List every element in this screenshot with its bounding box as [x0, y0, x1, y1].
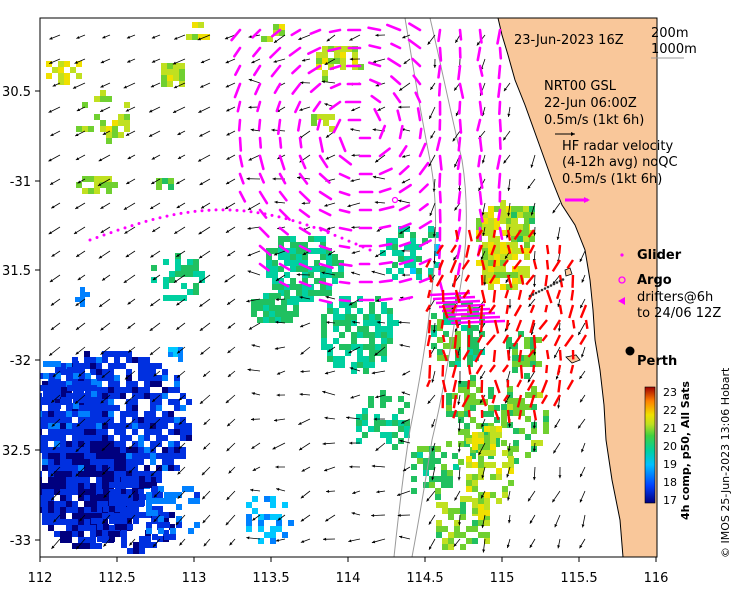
x-tick-label: 115.5: [560, 571, 597, 586]
bathymetry-1000m-contour: [393, 18, 436, 557]
scale-label-model: 0.5m/s (1kt 6h): [544, 113, 644, 128]
colorbar-title: 4h comp, p50, All Sats: [679, 381, 692, 520]
argo-legend-marker: [618, 276, 626, 284]
colorbar-tick-label: 20: [663, 440, 677, 453]
colorbar: [644, 386, 656, 504]
y-tick-label: 30.5: [2, 85, 31, 100]
y-tick-label: 31.5: [2, 264, 31, 279]
scale-label-radar: 0.5m/s (1kt 6h): [562, 172, 662, 187]
radar-label-line2: (4-12h avg) noQC: [562, 155, 678, 170]
y-tick-label: -31: [10, 175, 31, 190]
y-tick-label: 32.5: [2, 444, 31, 459]
x-tick-label: 113.5: [252, 571, 289, 586]
product-time: 22-Jun 06:00Z: [544, 96, 637, 111]
glider-legend-marker: [620, 253, 624, 257]
x-tick-label: 114: [336, 571, 361, 586]
drifters-legend-label2: to 24/06 12Z: [637, 306, 721, 321]
y-axis: 30.5 -31 31.5 -32 32.5 -33: [2, 85, 40, 549]
hf-radar-vectors: [425, 229, 589, 424]
drifters-legend-label1: drifters@6h: [637, 290, 713, 305]
colorbar-tick-label: 23: [663, 386, 677, 399]
glider-legend-label: Glider: [637, 248, 682, 263]
x-tick-label: 115: [490, 571, 515, 586]
copyright-text: © IMOS 25-Jun-2023 13:06 Hobart: [719, 367, 732, 558]
colorbar-tick-label: 22: [663, 404, 677, 417]
drifters-legend-marker: [618, 297, 625, 305]
glider-track: [88, 196, 565, 298]
x-tick-label: 113: [182, 571, 207, 586]
y-tick-label: -33: [10, 534, 31, 549]
x-tick-label: 114.5: [406, 571, 443, 586]
colorbar-tick-label: 21: [663, 422, 677, 435]
colorbar-ticks: 23 22 21 20 19 18 17: [663, 386, 677, 507]
product-label: NRT00 GSL: [544, 79, 617, 94]
y-tick-label: -32: [10, 354, 31, 369]
colorbar-tick-label: 18: [663, 476, 677, 489]
x-tick-label: 112: [28, 571, 53, 586]
depth-label-200m: 200m: [651, 26, 688, 41]
x-tick-label: 112.5: [98, 571, 135, 586]
radar-label-line1: HF radar velocity: [562, 139, 674, 154]
glider-current-vectors: [230, 22, 506, 325]
perth-marker: [625, 346, 635, 356]
perth-label: Perth: [637, 354, 677, 369]
depth-label-1000m: 1000m: [651, 42, 697, 57]
x-axis: 112 112.5 113 113.5 114 114.5 115 115.5 …: [28, 557, 669, 586]
date-label: 23-Jun-2023 16Z: [514, 33, 624, 48]
colorbar-tick-label: 17: [663, 494, 677, 507]
land-mass: [497, 18, 657, 557]
colorbar-tick-label: 19: [663, 458, 677, 471]
x-tick-label: 116: [644, 571, 669, 586]
argo-legend-label: Argo: [637, 273, 672, 288]
